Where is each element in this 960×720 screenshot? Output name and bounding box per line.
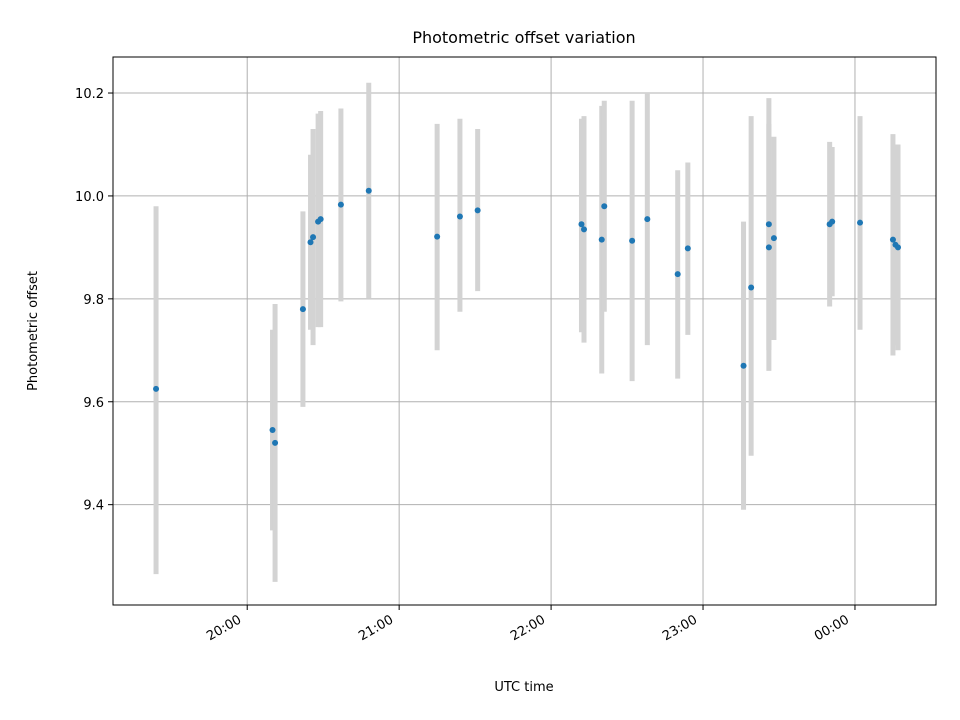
data-point bbox=[601, 203, 608, 210]
data-point bbox=[581, 226, 588, 233]
data-point bbox=[474, 207, 481, 214]
data-point bbox=[272, 439, 279, 446]
data-point bbox=[365, 187, 372, 194]
data-point bbox=[153, 385, 160, 392]
data-point bbox=[317, 216, 324, 223]
data-point bbox=[307, 239, 314, 246]
y-tick-label: 10.0 bbox=[75, 190, 104, 205]
data-point bbox=[598, 236, 605, 243]
data-point bbox=[674, 271, 681, 278]
data-point bbox=[829, 218, 836, 225]
y-tick-label: 9.8 bbox=[83, 293, 104, 308]
data-point bbox=[299, 306, 306, 313]
data-point bbox=[578, 221, 585, 228]
data-point bbox=[765, 244, 772, 251]
y-axis-label: Photometric offset bbox=[26, 271, 41, 391]
chart-title: Photometric offset variation bbox=[412, 28, 635, 47]
data-point bbox=[310, 234, 317, 241]
data-point bbox=[684, 245, 691, 252]
y-tick-label: 10.2 bbox=[75, 87, 104, 102]
data-point bbox=[456, 213, 463, 220]
data-point bbox=[889, 236, 896, 243]
data-points bbox=[153, 187, 902, 446]
data-point bbox=[434, 233, 441, 240]
plot-frame bbox=[112, 56, 937, 606]
y-axis: 9.4 9.6 9.8 10.0 10.2 bbox=[75, 87, 113, 514]
y-tick-label: 9.4 bbox=[83, 499, 104, 514]
data-point bbox=[857, 219, 864, 226]
data-point bbox=[629, 237, 636, 244]
data-point bbox=[740, 362, 747, 369]
data-point bbox=[748, 284, 755, 291]
data-point bbox=[269, 427, 276, 434]
data-point bbox=[770, 235, 777, 242]
data-point bbox=[337, 201, 344, 208]
y-tick-label: 9.6 bbox=[83, 396, 104, 411]
x-axis-label: UTC time bbox=[494, 680, 553, 695]
grid bbox=[113, 57, 936, 605]
data-point bbox=[895, 244, 902, 251]
data-point bbox=[644, 216, 651, 223]
data-point bbox=[765, 221, 772, 228]
